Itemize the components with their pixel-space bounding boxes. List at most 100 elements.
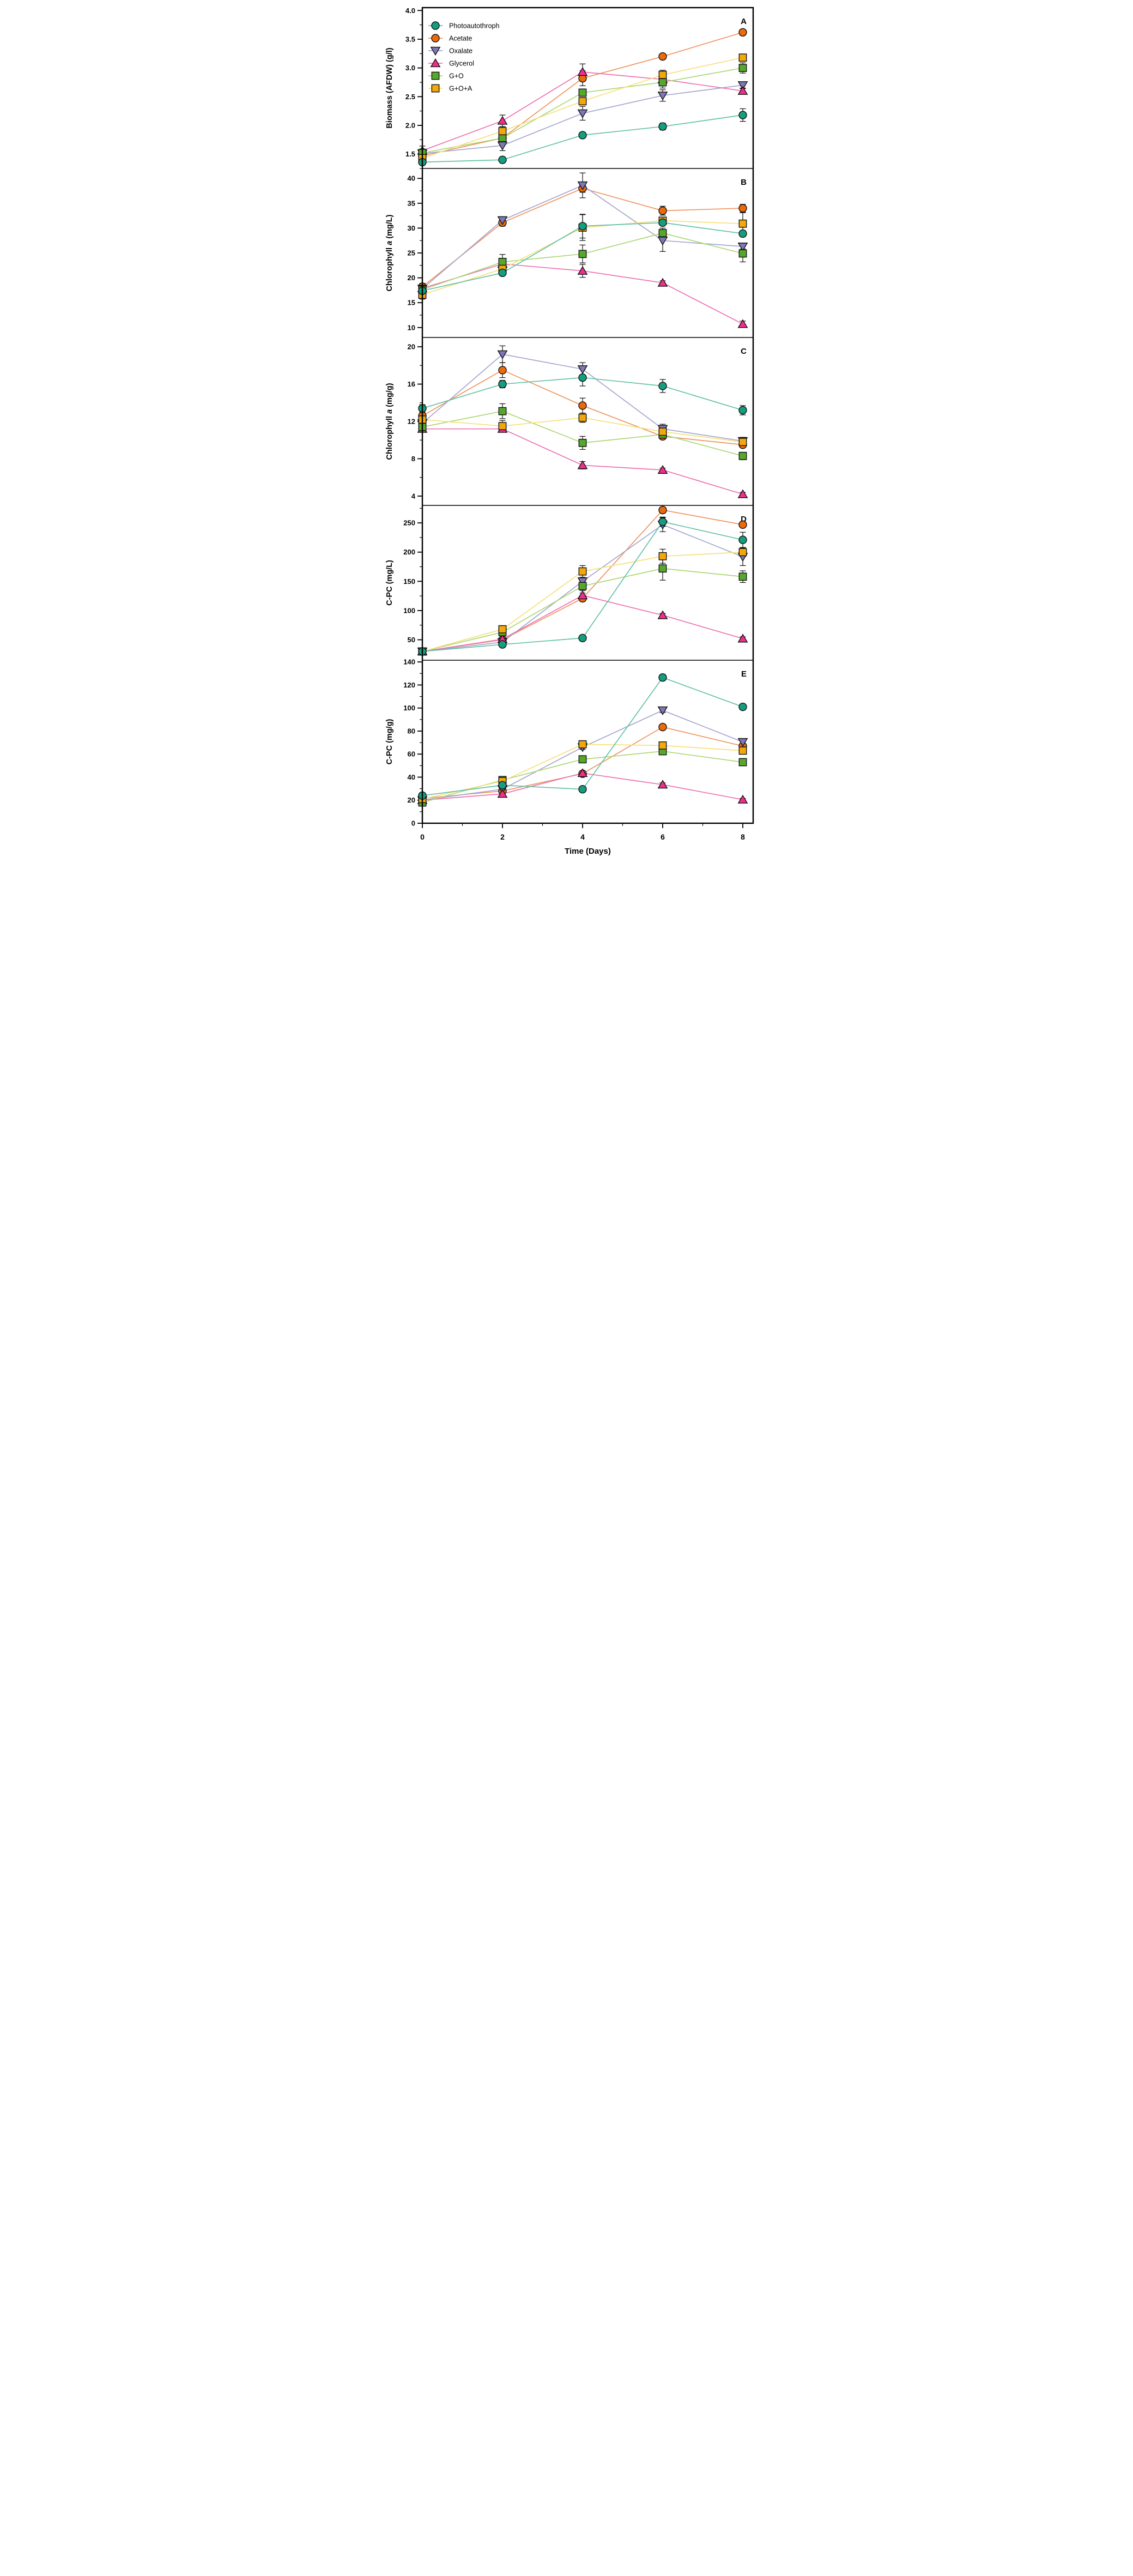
- marker-photoautotroph-day8-E: [738, 702, 747, 711]
- marker-acetate-day6-E: [658, 722, 667, 732]
- marker-go-day4-E: [578, 755, 587, 764]
- marker-goa-day4-A: [578, 97, 587, 106]
- panel-A-data: [417, 28, 748, 167]
- marker-photoautotroph-day8-B: [738, 229, 747, 238]
- marker-acetate-day8-A: [738, 28, 747, 37]
- y-tick-label: 8: [411, 455, 415, 463]
- legend-marker-oxalate: [430, 46, 441, 56]
- y-axis-label-B: Chlorophyll a (mg/L): [385, 214, 394, 291]
- panel-C-data: [417, 345, 748, 498]
- y-tick-label: 250: [403, 519, 415, 527]
- marker-goa-day4-D: [578, 567, 587, 576]
- marker-photoautotroph-day4-B: [578, 222, 587, 231]
- marker-go-day8-A: [738, 64, 747, 73]
- marker-acetate-day2-C: [498, 366, 507, 375]
- marker-oxalate-day4-D: [577, 577, 588, 587]
- y-axis-label-D: C-PC (mg/L): [385, 560, 394, 606]
- marker-oxalate-day6-A: [657, 92, 668, 101]
- frame-layer: [421, 7, 754, 824]
- marker-photoautotroph-day4-E: [578, 785, 587, 794]
- marker-goa-day6-C: [658, 427, 667, 436]
- legend-marker-go: [431, 71, 440, 80]
- marker-photoautotroph-day2-D: [498, 640, 507, 649]
- marker-go-day8-B: [738, 249, 747, 258]
- panel-B-axes: 10 15 20 25 30 35 40 Chlorophyll a (mg/L) B: [385, 174, 747, 332]
- marker-acetate-day6-B: [658, 206, 667, 215]
- marker-acetate-day6-D: [658, 505, 667, 515]
- panel-B-data: [417, 172, 748, 328]
- marker-glycerol-day2-A: [497, 116, 508, 125]
- y-tick-label: 0: [411, 819, 415, 828]
- y-tick-label: 4.0: [405, 7, 415, 15]
- x-tick-label: 0: [420, 832, 425, 841]
- y-tick-label: 2.5: [405, 93, 415, 101]
- y-tick-label: 200: [403, 548, 415, 556]
- marker-go-day8-C: [738, 451, 747, 460]
- marker-go-day2-B: [498, 258, 507, 266]
- y-tick-label: 20: [408, 274, 415, 282]
- marker-photoautotroph-day6-C: [658, 382, 667, 390]
- marker-goa-day8-A: [738, 53, 747, 62]
- x-tick-label: 8: [741, 832, 745, 841]
- y-axis-label-A: Biomass (AFDW) (g/l): [385, 47, 394, 128]
- y-tick-label: 20: [408, 343, 415, 351]
- x-tick-label: 2: [500, 832, 505, 841]
- marker-photoautotroph-day6-E: [658, 673, 667, 682]
- marker-glycerol-day6-B: [657, 277, 668, 287]
- legend-marker-acetate: [431, 34, 440, 43]
- legend-label-glycerol: Glycerol: [449, 60, 474, 68]
- y-tick-label: 35: [408, 199, 415, 207]
- marker-photoautotroph-day2-A: [498, 155, 507, 164]
- y-tick-label: 150: [403, 577, 415, 586]
- y-tick-label: 50: [408, 636, 415, 644]
- marker-glycerol-day8-A: [737, 86, 748, 95]
- legend-item-goa: G+O+A: [428, 84, 472, 93]
- figure-border: [421, 7, 754, 824]
- marker-goa-day6-A: [658, 70, 667, 79]
- marker-photoautotroph-day6-D: [658, 517, 667, 526]
- marker-glycerol-day4-C: [577, 460, 588, 469]
- marker-oxalate-day2-C: [497, 350, 508, 359]
- y-tick-label: 25: [408, 249, 415, 257]
- marker-go-day4-D: [578, 582, 587, 590]
- marker-oxalate-day8-B: [737, 243, 748, 252]
- marker-go-day4-C: [578, 438, 587, 447]
- marker-photoautotroph-day6-A: [658, 122, 667, 131]
- marker-acetate-day6-A: [658, 52, 667, 61]
- legend-item-go: G+O: [428, 71, 464, 80]
- x-axis: 0 2 4 6 8 Time (Days): [420, 823, 745, 856]
- legend-label-go: G+O: [449, 73, 464, 80]
- legend-item-photoautotroph: Photoautothroph: [428, 21, 499, 30]
- marker-goa-day8-D: [738, 548, 747, 557]
- marker-glycerol-day6-C: [657, 464, 668, 474]
- x-tick-label: 6: [661, 832, 665, 841]
- panel-letter-A: A: [741, 17, 747, 26]
- y-tick-label: 40: [408, 773, 415, 781]
- y-tick-label: 60: [408, 750, 415, 758]
- marker-photoautotroph-day8-A: [738, 111, 747, 119]
- y-tick-label: 140: [403, 658, 415, 666]
- marker-oxalate-day4-A: [577, 109, 588, 118]
- y-tick-label: 40: [408, 174, 415, 183]
- marker-go-day4-B: [578, 250, 587, 258]
- multi-panel-line-chart: 1.5 2.0 2.5 3.0 3.5 4.0 Biomass (AFDW) (g/l) A 1…: [378, 0, 755, 859]
- marker-glycerol-day4-D: [577, 590, 588, 600]
- data-layer: [417, 28, 748, 807]
- marker-photoautotroph-day8-D: [738, 535, 747, 544]
- marker-go-day8-E: [738, 758, 747, 767]
- y-tick-label: 3.5: [405, 35, 415, 43]
- marker-go-day8-D: [738, 572, 747, 581]
- marker-goa-day2-C: [498, 422, 507, 430]
- y-axis-label-E: C-PC (mg/g): [385, 719, 394, 764]
- panel-letter-C: C: [741, 347, 747, 356]
- legend-label-acetate: Acetate: [449, 35, 472, 43]
- marker-glycerol-day8-D: [737, 634, 748, 643]
- y-tick-label: 80: [408, 727, 415, 735]
- marker-go-day2-A: [498, 134, 507, 142]
- marker-oxalate-day4-C: [577, 365, 588, 375]
- marker-glycerol-day4-E: [577, 768, 588, 777]
- marker-goa-day6-E: [658, 741, 667, 750]
- marker-oxalate-day2-B: [497, 216, 508, 225]
- y-tick-label: 4: [411, 492, 416, 500]
- y-tick-label: 100: [403, 704, 415, 712]
